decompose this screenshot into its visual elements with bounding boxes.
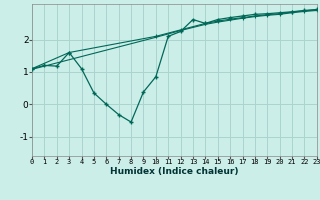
X-axis label: Humidex (Indice chaleur): Humidex (Indice chaleur) — [110, 167, 239, 176]
